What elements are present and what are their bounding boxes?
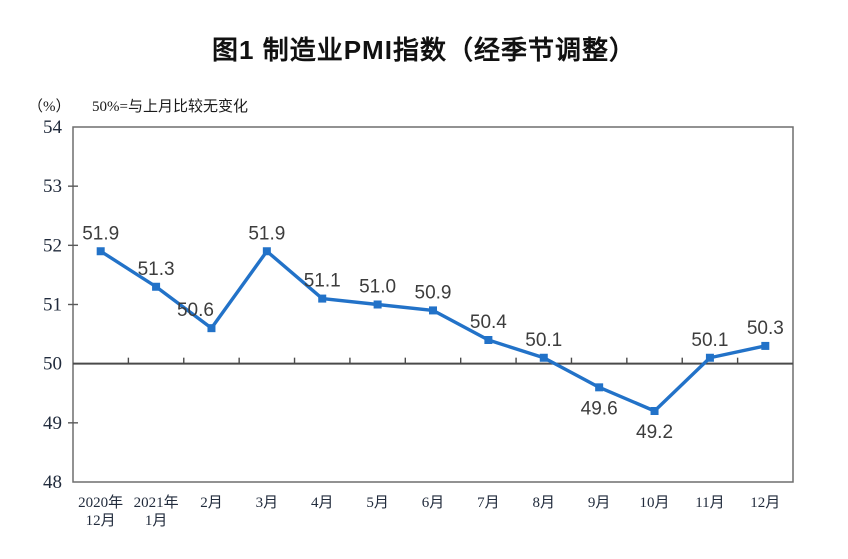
data-point-marker [96, 247, 105, 256]
reference-line-note: 50%=与上月比较无变化 [92, 99, 248, 115]
y-axis-tick-label: 50 [43, 354, 62, 375]
x-axis-tick-label: 2月 [200, 495, 223, 511]
chart-title: 图1 制造业PMI指数（经季节调整） [212, 35, 636, 65]
x-axis-tick-label: 4月 [311, 495, 334, 511]
data-point-label: 51.9 [248, 223, 285, 244]
data-point-marker [539, 353, 548, 362]
y-axis-tick-label: 49 [43, 413, 62, 434]
y-axis-tick-label: 51 [43, 295, 62, 316]
y-axis-tick-label: 52 [43, 235, 62, 256]
x-axis-tick-label: 2020年 12月 [78, 494, 123, 529]
data-point-label: 50.9 [415, 282, 452, 303]
data-point-marker [595, 383, 604, 392]
data-point-label: 51.0 [359, 277, 396, 298]
data-point-marker [373, 300, 382, 309]
x-axis-tick-label: 12月 [750, 495, 780, 511]
data-point-label: 50.6 [177, 300, 214, 321]
data-point-label: 50.1 [691, 330, 728, 351]
data-point-label: 51.9 [82, 223, 119, 244]
data-point-marker [650, 407, 659, 415]
data-point-marker [262, 247, 271, 256]
data-point-marker [152, 282, 161, 291]
y-axis-tick-label: 54 [43, 117, 63, 138]
x-axis-tick-label: 11月 [695, 495, 724, 511]
data-point-label: 51.3 [138, 259, 175, 280]
y-axis-unit-label: （%） [28, 99, 71, 115]
y-axis-tick-label: 48 [43, 472, 62, 493]
data-point-label: 50.3 [747, 318, 784, 339]
data-point-label: 49.2 [636, 422, 673, 443]
x-axis-tick-label: 8月 [533, 495, 556, 511]
data-point-marker [484, 336, 493, 344]
x-axis-tick-label: 6月 [422, 495, 445, 511]
x-axis-tick-label: 7月 [477, 495, 500, 511]
x-axis-tick-label: 10月 [640, 495, 670, 511]
data-point-marker [318, 294, 327, 303]
data-point-marker [705, 353, 714, 362]
data-point-label: 50.4 [470, 312, 507, 333]
x-axis-tick-label: 2021年 1月 [134, 494, 179, 529]
data-point-label: 50.1 [525, 330, 562, 351]
pmi-series-line [99, 249, 766, 413]
x-axis-tick-label: 9月 [588, 495, 611, 511]
x-axis-tick-label: 3月 [256, 495, 279, 511]
data-point-label: 51.1 [304, 271, 341, 292]
data-point-marker [761, 341, 770, 350]
y-axis-tick-label: 53 [43, 176, 62, 197]
data-point-marker [207, 324, 216, 333]
data-point-marker [429, 306, 437, 315]
data-point-label: 49.6 [581, 398, 618, 419]
x-axis-tick-label: 5月 [366, 495, 389, 511]
